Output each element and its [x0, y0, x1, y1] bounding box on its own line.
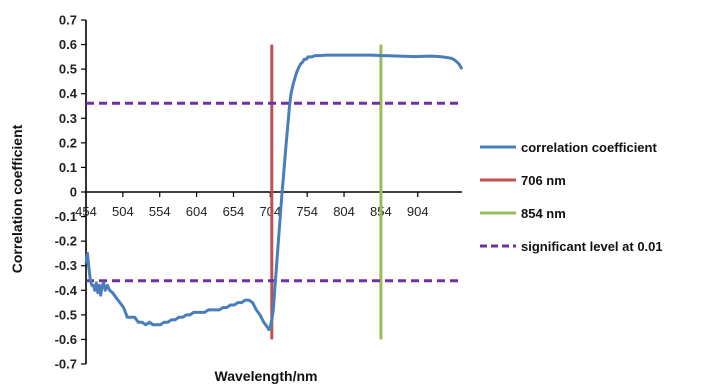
legend-label: correlation coefficient [521, 140, 657, 155]
y-tick-label: 0.3 [59, 111, 77, 126]
legend-label: 854 nm [521, 206, 566, 221]
x-tick-label: 504 [112, 204, 134, 219]
y-tick-label: -0.4 [55, 283, 78, 298]
y-tick-label: -0.1 [55, 209, 77, 224]
y-tick-label: -0.7 [55, 357, 77, 372]
x-tick-label: 454 [75, 204, 97, 219]
y-tick-label: 0.1 [59, 160, 77, 175]
y-axis-title: Correlation coefficient [9, 124, 25, 273]
y-tick-label: -0.6 [55, 332, 77, 347]
x-tick-label: 654 [223, 204, 245, 219]
y-tick-label: -0.3 [55, 258, 77, 273]
y-tick-label: 0 [70, 185, 77, 200]
legend-label: 706 nm [521, 173, 566, 188]
y-tick-label: 0.5 [59, 62, 77, 77]
plot-area: -0.7 -0.6 -0.5 -0.4 -0.3 -0.2 -0.1 0 0.1 0.2 0.3 0.… [55, 13, 464, 372]
legend: correlation coefficient 706 nm 854 nm signi… [480, 140, 663, 254]
x-tick-label: 754 [296, 204, 318, 219]
x-tick-label: 804 [333, 204, 355, 219]
correlation-curve [84, 53, 464, 332]
y-tick-label: 0.7 [59, 13, 77, 28]
x-tick-label: 554 [149, 204, 171, 219]
legend-label: significant level at 0.01 [521, 239, 663, 254]
y-tick-label: -0.5 [55, 307, 77, 322]
x-tick-label: 904 [407, 204, 429, 219]
y-tick-label: 0.6 [59, 37, 77, 52]
y-tick-label: 0.2 [59, 135, 77, 150]
x-tick-label: 604 [186, 204, 208, 219]
y-tick-label: 0.4 [59, 86, 78, 101]
y-tick-label: -0.2 [55, 234, 77, 249]
x-axis-title: Wavelength/nm [215, 368, 318, 384]
